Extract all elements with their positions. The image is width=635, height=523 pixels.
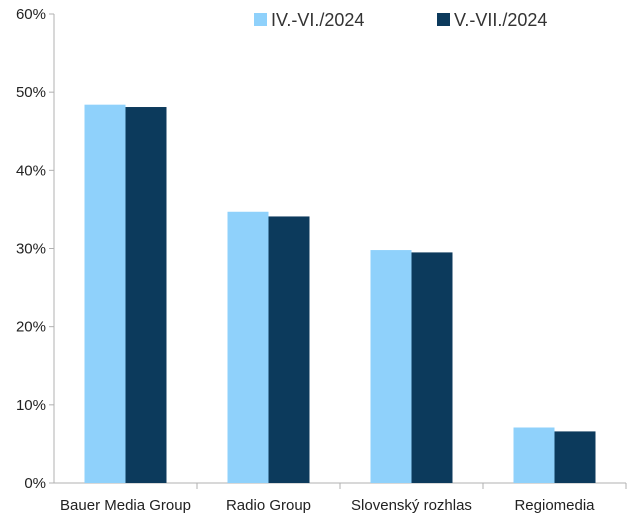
y-tick-label: 60% [16, 6, 46, 23]
bar [370, 250, 412, 483]
x-tick-label: Regiomedia [514, 497, 595, 514]
bar [268, 216, 310, 483]
bar [125, 107, 167, 483]
bars [84, 104, 596, 484]
y-tick-label: 40% [16, 162, 46, 179]
legend: IV.-VI./2024 V.-VII./2024 [254, 10, 547, 30]
bar [554, 431, 596, 483]
y-tick-label: 10% [16, 397, 46, 414]
x-tick-label: Bauer Media Group [60, 497, 191, 514]
bar [84, 104, 126, 483]
y-axis-ticks: 0% 10% 20% 30% 40% 50% 60% [16, 6, 54, 492]
bar [411, 252, 453, 483]
y-tick-label: 50% [16, 84, 46, 101]
legend-swatch [254, 13, 267, 26]
y-tick-label: 30% [16, 241, 46, 258]
x-tick-label: Radio Group [226, 497, 311, 514]
legend-label: IV.-VI./2024 [271, 10, 364, 30]
y-tick-label: 0% [24, 475, 46, 492]
bar [513, 427, 555, 483]
bar [227, 211, 269, 484]
legend-swatch [437, 13, 450, 26]
x-tick-label: Slovenský rozhlas [351, 497, 472, 514]
y-tick-label: 20% [16, 319, 46, 336]
legend-label: V.-VII./2024 [454, 10, 547, 30]
x-axis-labels: Bauer Media Group Radio Group Slovenský ro… [60, 497, 595, 514]
